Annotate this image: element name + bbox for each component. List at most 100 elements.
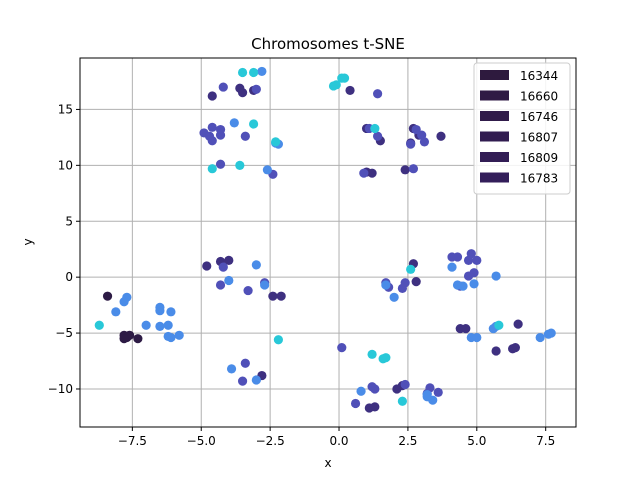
data-point — [251, 375, 261, 385]
data-point — [218, 82, 228, 92]
data-point — [218, 262, 228, 272]
data-point — [224, 255, 234, 265]
legend-label: 16807 — [520, 131, 558, 145]
data-point — [381, 280, 391, 290]
data-point — [229, 118, 239, 128]
y-axis-ticks: −10 −5 0 5 10 15 — [48, 102, 80, 396]
plot-frame — [79, 57, 577, 428]
data-point — [249, 67, 259, 78]
y-tick-label: 0 — [65, 270, 73, 284]
data-point — [367, 349, 377, 359]
data-point — [237, 376, 248, 386]
x-tick-label: −5.0 — [187, 434, 216, 448]
data-point — [370, 402, 380, 412]
data-point — [174, 330, 184, 340]
data-point — [207, 91, 217, 101]
data-point — [350, 398, 361, 409]
data-point — [240, 131, 250, 141]
data-point — [400, 165, 410, 175]
data-point — [215, 124, 226, 135]
data-point — [469, 279, 479, 289]
y-tick-label: 5 — [65, 214, 73, 228]
data-point — [166, 332, 176, 343]
data-point — [202, 261, 212, 271]
data-point — [235, 83, 245, 93]
legend-swatch — [480, 90, 509, 101]
data-point — [461, 324, 471, 334]
data-point — [356, 386, 366, 396]
data-point — [535, 332, 545, 343]
data-point — [215, 280, 226, 290]
legend-label: 16660 — [520, 90, 558, 104]
data-point — [207, 122, 217, 132]
x-axis-ticks: −7.5 −5.0 −2.5 0.0 2.5 5.0 7.5 — [118, 427, 555, 448]
x-tick-label: 7.5 — [536, 434, 555, 448]
data-point — [472, 255, 482, 265]
data-point — [411, 277, 421, 287]
x-tick-label: −7.5 — [118, 434, 147, 448]
data-point — [273, 335, 283, 345]
data-point — [345, 85, 355, 96]
data-points — [94, 66, 556, 413]
data-point — [133, 334, 143, 344]
data-point — [207, 136, 217, 146]
data-point — [472, 332, 482, 343]
data-point — [271, 137, 281, 147]
data-point — [406, 264, 416, 274]
data-point — [513, 319, 523, 329]
data-point — [166, 307, 176, 317]
data-point — [226, 364, 237, 374]
data-point — [411, 124, 421, 135]
data-point — [447, 262, 457, 272]
data-point — [215, 159, 226, 169]
data-point — [243, 285, 253, 296]
data-point — [111, 307, 121, 317]
data-point — [235, 160, 245, 170]
legend-label: 16746 — [520, 110, 558, 124]
data-point — [400, 278, 410, 288]
x-tick-label: 5.0 — [467, 434, 486, 448]
data-point — [389, 292, 399, 302]
data-point — [155, 302, 165, 312]
data-point — [102, 291, 113, 301]
legend-label: 16783 — [520, 172, 558, 186]
data-point — [257, 66, 267, 77]
data-point — [94, 320, 104, 330]
legend-label: 16809 — [520, 151, 558, 165]
data-point — [251, 260, 261, 270]
data-point — [240, 358, 250, 368]
data-point — [469, 268, 479, 278]
data-point — [491, 271, 501, 281]
legend: 16344 16660 16746 16807 16809 16783 — [473, 62, 571, 195]
data-point — [452, 252, 463, 262]
data-point — [337, 343, 347, 353]
data-point — [119, 334, 129, 344]
data-point — [397, 396, 407, 406]
data-point — [466, 249, 476, 259]
data-point — [373, 131, 383, 141]
x-tick-label: 2.5 — [398, 434, 417, 448]
legend-swatch — [480, 172, 509, 183]
data-point — [339, 73, 350, 83]
data-point — [433, 387, 443, 397]
y-tick-label: −10 — [48, 382, 73, 396]
y-tick-label: −5 — [55, 326, 73, 340]
x-tick-label: −2.5 — [256, 434, 285, 448]
data-point — [331, 80, 341, 90]
data-point — [262, 165, 272, 175]
data-point — [400, 379, 410, 390]
data-point — [422, 389, 432, 400]
data-point — [436, 131, 446, 141]
x-axis-label: x — [324, 456, 331, 470]
data-point — [276, 291, 286, 301]
data-point — [260, 280, 270, 290]
legend-swatch — [480, 131, 509, 142]
data-point — [207, 164, 217, 174]
data-point — [546, 328, 556, 338]
legend-swatch — [480, 152, 509, 162]
data-point — [163, 320, 173, 330]
data-point — [491, 346, 501, 356]
data-point — [510, 343, 520, 353]
legend-swatch — [480, 70, 509, 80]
data-point — [141, 320, 151, 330]
